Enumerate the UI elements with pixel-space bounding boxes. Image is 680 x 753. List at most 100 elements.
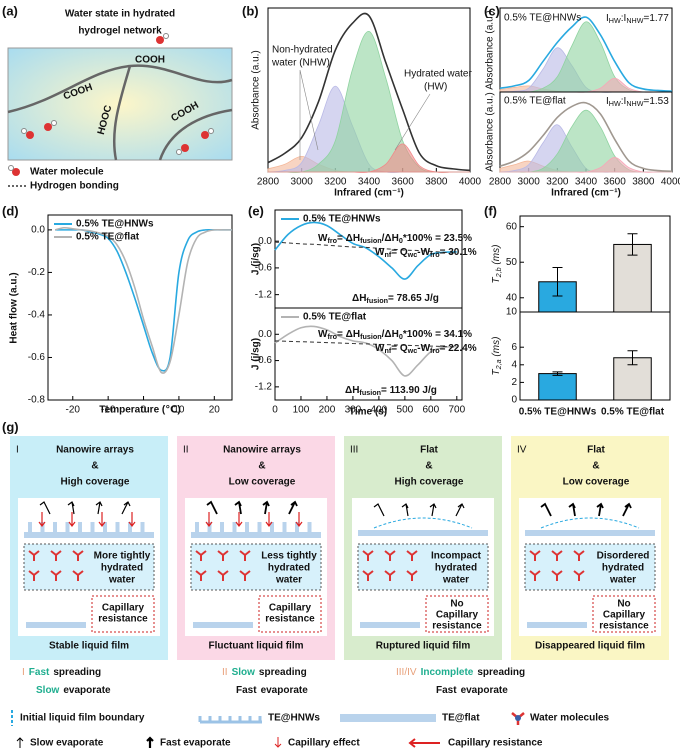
water-molecule bbox=[551, 550, 563, 561]
water-molecule bbox=[362, 550, 374, 561]
water-molecule bbox=[573, 570, 585, 581]
line bbox=[499, 16, 673, 93]
annotation-part: HW bbox=[609, 99, 621, 108]
nanowire bbox=[40, 522, 45, 532]
annotation-part: NHW bbox=[626, 99, 643, 108]
y-axis-label: Absorbance (a.u.) bbox=[485, 92, 496, 172]
annotation-part: = 30.1% bbox=[440, 247, 477, 258]
summary-line: I Fast spreading bbox=[22, 667, 101, 678]
y-tick-label: 40 bbox=[506, 292, 518, 303]
x-tick-label: 0.5% TE@HNWs bbox=[519, 407, 597, 418]
resistance-text: No bbox=[617, 599, 630, 610]
x-tick-label: 4000 bbox=[459, 177, 482, 188]
nanowire bbox=[128, 522, 132, 532]
nanowire bbox=[257, 522, 262, 532]
evaporate-arrow bbox=[39, 501, 51, 515]
water-molecule bbox=[406, 570, 418, 581]
x-tick-label: 3800 bbox=[632, 177, 655, 188]
y-tick-label: 4 bbox=[511, 359, 517, 370]
annotation-part: HW bbox=[609, 16, 621, 25]
capillary-arrow bbox=[265, 512, 273, 527]
group-label: COOH bbox=[135, 55, 165, 66]
annotation-part: I bbox=[606, 96, 609, 107]
summary-part: Fast bbox=[436, 685, 457, 696]
summary-line: Fast evaporate bbox=[436, 685, 508, 696]
capillary-arrow bbox=[235, 512, 243, 527]
x-tick-label: 600 bbox=[422, 405, 439, 416]
legend-swatch bbox=[16, 737, 24, 748]
nanowire bbox=[90, 522, 95, 532]
annotation-part: W bbox=[375, 343, 385, 354]
y-tick-label: -0.6 bbox=[255, 263, 273, 274]
column-title: Flat bbox=[420, 445, 438, 456]
annotation-part: /ΔH bbox=[382, 233, 399, 244]
summary-part: I bbox=[22, 667, 25, 678]
y-tick-label: 0 bbox=[511, 395, 517, 406]
annotation-part: fro bbox=[327, 332, 337, 341]
nanowire bbox=[195, 522, 199, 532]
bar bbox=[538, 373, 577, 401]
water-molecule bbox=[50, 570, 62, 581]
legend-text: 0.5% TE@flat bbox=[303, 312, 367, 323]
legend-text: Fast evaporate bbox=[160, 738, 231, 749]
legend-swatch bbox=[146, 736, 154, 748]
panel-label: (c) bbox=[484, 3, 500, 18]
water-molecule bbox=[551, 570, 563, 581]
annotation-part: fusion bbox=[359, 388, 381, 397]
x-axis-label: Infrared (cm⁻¹) bbox=[551, 188, 621, 199]
summary-line: Fast evaporate bbox=[236, 685, 308, 696]
annotation: Wnf= Qwc-Wfro= 22.4% bbox=[375, 343, 477, 355]
water-molecules bbox=[21, 33, 214, 155]
annotation-part: =1.77 bbox=[644, 13, 670, 24]
water-molecule bbox=[217, 570, 229, 581]
line bbox=[274, 241, 457, 254]
capillary-arrow bbox=[205, 512, 213, 527]
x-tick-label: 10 bbox=[173, 405, 185, 416]
roman-numeral: II bbox=[183, 445, 189, 456]
annotation-part: W bbox=[318, 329, 328, 340]
resistance-box bbox=[91, 595, 155, 633]
summary-part: Slow bbox=[36, 685, 60, 696]
column-title: Low coverage bbox=[563, 477, 630, 488]
annotation-part: = 22.4% bbox=[440, 343, 477, 354]
evaporate-arrow bbox=[67, 501, 75, 515]
x-tick-label: 3000 bbox=[518, 177, 541, 188]
roman-numeral: I bbox=[16, 445, 19, 456]
annotation-part: :I bbox=[621, 13, 627, 24]
y-tick-label: -0.8 bbox=[28, 395, 46, 406]
water-text: water bbox=[275, 575, 302, 586]
water-text: hydrated bbox=[602, 563, 644, 574]
water-molecule bbox=[239, 570, 251, 581]
annotation: Hydrated water bbox=[404, 69, 472, 80]
panel-title: Water state in hydrated bbox=[65, 9, 175, 20]
resistance-text: No bbox=[450, 599, 463, 610]
nanowire bbox=[282, 522, 287, 532]
roman-numeral: IV bbox=[517, 445, 527, 456]
x-tick-label: 3800 bbox=[425, 177, 448, 188]
film-caption: Ruptured liquid film bbox=[376, 641, 471, 652]
y-axis-label: J (j/sg) bbox=[251, 338, 262, 370]
annotation-part: 0 bbox=[399, 332, 403, 341]
annotation-part: = 78.65 J/g bbox=[388, 293, 439, 304]
annotation-part: W bbox=[318, 233, 328, 244]
annotation: 0.5% TE@flat bbox=[504, 96, 566, 107]
annotation-part: = Q bbox=[391, 343, 408, 354]
nanowire bbox=[232, 522, 237, 532]
film-caption: Fluctuant liquid film bbox=[209, 641, 304, 652]
nanowire bbox=[140, 522, 145, 532]
summary-part: Slow bbox=[232, 667, 256, 678]
evaporate-arrow bbox=[429, 503, 437, 517]
water-molecule bbox=[362, 570, 374, 581]
capillary-arrow bbox=[38, 512, 46, 527]
resistance-text: Capillary bbox=[603, 610, 646, 621]
legend-text: Slow evaporate bbox=[30, 738, 104, 749]
water-text: water bbox=[108, 575, 135, 586]
y-axis-label: T2,a (ms) bbox=[491, 337, 503, 376]
x-tick-label: 3200 bbox=[546, 177, 569, 188]
water-molecule bbox=[384, 550, 396, 561]
surface-mini bbox=[360, 622, 420, 628]
nanowire bbox=[103, 522, 107, 532]
nanowire bbox=[53, 522, 57, 532]
plot-frame bbox=[274, 307, 463, 401]
